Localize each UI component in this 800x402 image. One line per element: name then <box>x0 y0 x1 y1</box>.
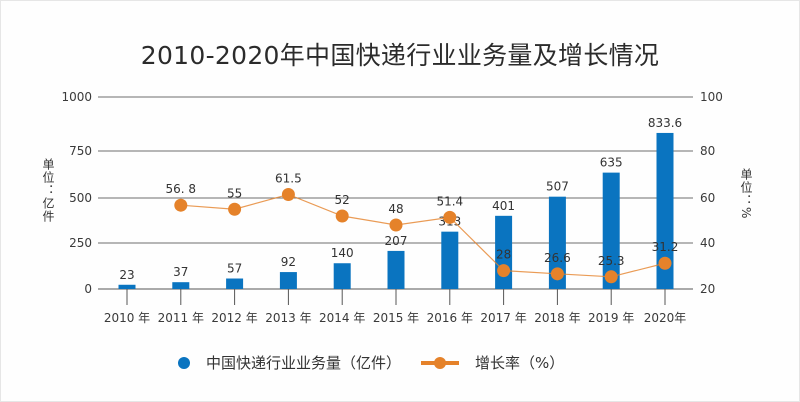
growth-rate-label: 48 <box>388 202 403 216</box>
bar-value-label: 507 <box>546 180 569 194</box>
growth-rate-point <box>228 202 242 216</box>
bar <box>602 172 620 289</box>
growth-rate-point <box>658 256 672 270</box>
bar <box>226 278 244 289</box>
bar <box>118 284 136 289</box>
growth-rate-label: 52 <box>335 193 350 207</box>
legend-bar-label: 中国快递行业业务量（亿件） <box>206 354 402 372</box>
bar <box>387 250 405 289</box>
x-axis-tick-label: 2010 年 <box>104 311 150 325</box>
x-axis-tick-label: 2020年 <box>644 311 687 325</box>
x-axis-tick-label: 2014 年 <box>319 311 365 325</box>
left-axis-tick-label: 500 <box>69 191 92 205</box>
left-axis-tick-label: 250 <box>69 236 92 250</box>
bar-value-label: 401 <box>492 199 515 213</box>
growth-rate-label: 25.3 <box>598 254 625 268</box>
growth-rate-point <box>335 209 349 223</box>
bar-value-label: 207 <box>385 234 408 248</box>
x-axis-tick-label: 2011 年 <box>158 311 204 325</box>
left-axis-tick-label: 1000 <box>61 90 92 104</box>
growth-rate-point <box>281 187 295 201</box>
bar <box>333 263 351 289</box>
right-axis-tick-label: 100 <box>700 90 723 104</box>
bar-value-label: 23 <box>119 268 134 282</box>
bar-value-label: 635 <box>600 156 623 170</box>
x-axis-tick-label: 2012 年 <box>211 311 257 325</box>
bar <box>172 282 190 289</box>
bar <box>441 231 459 289</box>
growth-rate-point <box>497 264 511 278</box>
x-axis-tick-label: 2013 年 <box>265 311 311 325</box>
left-axis-label: 单位：亿件 <box>41 158 55 223</box>
growth-rate-label: 55 <box>227 186 242 200</box>
right-axis-tick-label: 20 <box>700 282 715 296</box>
growth-rate-label: 26.6 <box>544 251 571 265</box>
right-axis-tick-label: 40 <box>700 236 715 250</box>
bar-value-label: 833.6 <box>648 116 682 130</box>
bar <box>279 272 297 289</box>
growth-rate-point <box>389 218 403 232</box>
right-axis-tick-label: 80 <box>700 144 715 158</box>
left-axis-tick-label: 0 <box>84 282 92 296</box>
x-axis-tick-label: 2015 年 <box>373 311 419 325</box>
x-axis-tick-label: 2018 年 <box>534 311 580 325</box>
bar-value-label: 37 <box>173 265 188 279</box>
growth-rate-label: 28 <box>496 248 511 262</box>
bar <box>548 196 566 289</box>
x-axis-tick-label: 2016 年 <box>427 311 473 325</box>
legend: 中国快递行业业务量（亿件） 增长率（%） <box>178 352 564 373</box>
growth-rate-line <box>180 193 666 278</box>
chart-title: 2010-2020年中国快递行业业务量及增长情况 <box>140 41 660 70</box>
growth-rate-label: 51.4 <box>436 194 463 208</box>
bar-value-label: 57 <box>227 262 242 276</box>
bar-value-label: 140 <box>331 246 354 260</box>
bar-value-label: 92 <box>281 255 296 269</box>
growth-rate-point <box>550 267 564 281</box>
growth-rate-point <box>174 198 188 212</box>
left-axis-tick-label: 750 <box>69 144 92 158</box>
growth-rate-point <box>443 210 457 224</box>
growth-rate-label: 61.5 <box>275 171 302 185</box>
right-axis-label: 单位：% <box>739 168 753 220</box>
x-axis-tick-label: 2017 年 <box>480 311 526 325</box>
bar <box>656 132 674 289</box>
growth-rate-point <box>604 270 618 284</box>
legend-bar-marker-icon <box>178 356 190 369</box>
growth-rate-label: 56. 8 <box>166 182 197 196</box>
x-axis-tick-label: 2019 年 <box>588 311 634 325</box>
right-axis-tick-label: 60 <box>700 191 715 205</box>
legend-line-marker-icon <box>421 356 460 370</box>
legend-line-label: 增长率（%） <box>475 354 565 372</box>
growth-rate-label: 31.2 <box>652 240 679 254</box>
